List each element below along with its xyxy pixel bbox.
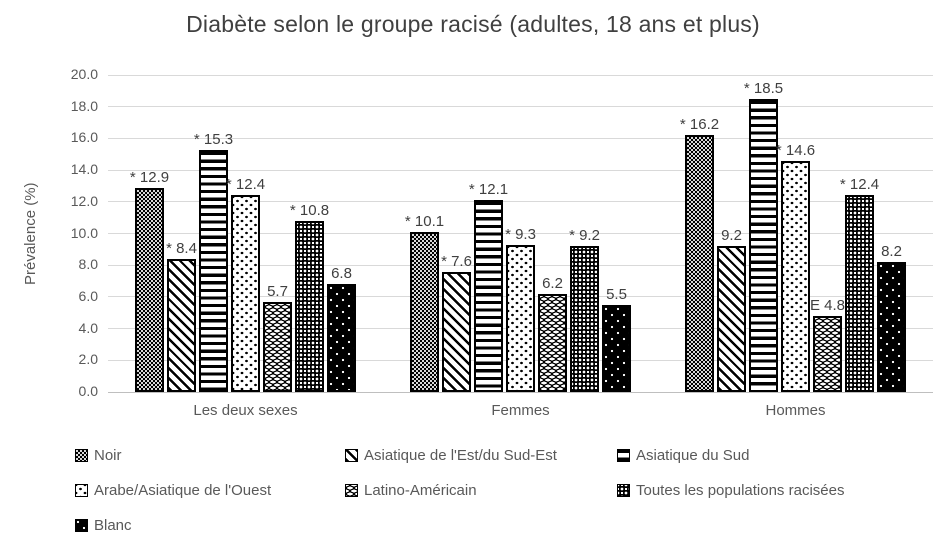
- bar-asiatique-de-l-est-du-sud-est-les-deux-sexes: * 8.4: [166, 240, 197, 392]
- bar-arabe-asiatique-de-l-ouest-les-deux-sexes: * 12.4: [226, 176, 265, 392]
- y-tick-label-18.0: 18.0: [70, 97, 98, 114]
- legend-item-arabe-asiatique-de-l-ouest: Arabe/Asiatique de l'Ouest: [75, 482, 345, 499]
- bar-noir-femmes: * 10.1: [405, 213, 444, 392]
- gridline: [108, 74, 933, 76]
- bar-value-label: * 8.4: [166, 239, 197, 257]
- bar-asiatique-de-l-est-du-sud-est-femmes: * 7.6: [441, 253, 472, 392]
- legend-label-asiatique-de-l-est-du-sud-est: Asiatique de l'Est/du Sud-Est: [364, 447, 557, 464]
- bar-value-label: * 9.3: [505, 225, 536, 243]
- legend-swatch-asiatique-du-sud: [617, 449, 630, 462]
- bar-blanc-hommes: 8.2: [877, 243, 906, 392]
- bar-blanc-femmes: 5.5: [602, 286, 631, 392]
- bar-value-label: * 14.6: [775, 141, 816, 159]
- bar-value-label: * 18.5: [743, 79, 784, 97]
- plot-area: * 12.9 * 8.4 * 15.3 * 12.4 5.7 * 10.8 6.8 * 10.…: [108, 74, 933, 393]
- y-tick-label-0.0: 0.0: [78, 383, 98, 399]
- legend-label-blanc: Blanc: [94, 517, 132, 534]
- legend-swatch-blanc: [75, 519, 88, 532]
- bar-latino-americain-hommes: E 4.8: [810, 297, 845, 392]
- x-category-label-hommes: Hommes: [765, 402, 826, 419]
- bar-arabe-asiatique-de-l-ouest-femmes: * 9.3: [505, 226, 536, 392]
- y-tick-label-6.0: 6.0: [78, 287, 98, 304]
- legend-swatch-asiatique-de-l-est-du-sud-est: [345, 449, 358, 462]
- legend-swatch-toutes-les-populations-racisees: [617, 484, 630, 497]
- y-tick-label-4.0: 4.0: [78, 319, 98, 336]
- bar-latino-americain-femmes: 6.2: [538, 275, 567, 392]
- bar-value-label: * 12.4: [225, 176, 266, 194]
- x-axis-category-labels: Les deux sexes Femmes Hommes: [108, 402, 933, 419]
- legend-label-arabe-asiatique-de-l-ouest: Arabe/Asiatique de l'Ouest: [94, 482, 272, 499]
- y-tick-label-2.0: 2.0: [78, 351, 98, 368]
- legend-item-asiatique-de-l-est-du-sud-est: Asiatique de l'Est/du Sud-Est: [345, 447, 617, 464]
- legend-label-latino-americain: Latino-Américain: [364, 482, 477, 499]
- bar-value-label: 8.2: [881, 243, 902, 261]
- bar-toutes-les-populations-racisees-hommes: * 12.4: [840, 176, 879, 392]
- bar-value-label: * 16.2: [679, 116, 720, 134]
- bar-value-label: 6.2: [542, 274, 563, 292]
- legend-swatch-latino-americain: [345, 484, 358, 497]
- x-category-label-femmes: Femmes: [491, 402, 550, 419]
- bar-toutes-les-populations-racisees-les-deux-sexes: * 10.8: [290, 202, 329, 392]
- y-tick-label-16.0: 16.0: [70, 129, 98, 146]
- bar-value-label: 5.7: [267, 282, 288, 300]
- gridline: [108, 169, 933, 171]
- bar-blanc-les-deux-sexes: 6.8: [327, 265, 356, 392]
- x-category-label-les-deux-sexes: Les deux sexes: [193, 402, 298, 419]
- legend-swatch-arabe-asiatique-de-l-ouest: [75, 484, 88, 497]
- cluster-hommes: * 16.2 9.2 * 18.5 * 14.6 E 4.8 * 12.4 8.2: [658, 75, 933, 392]
- bar-asiatique-du-sud-hommes: * 18.5: [744, 80, 783, 392]
- chart-title: Diabète selon le groupe racisé (adultes,…: [186, 11, 760, 37]
- bar-value-label: * 9.2: [569, 227, 600, 245]
- bar-noir-hommes: * 16.2: [680, 116, 719, 392]
- gridline: [108, 106, 933, 108]
- legend-item-blanc: Blanc: [75, 517, 345, 534]
- y-tick-label-12.0: 12.0: [70, 192, 98, 209]
- bar-asiatique-du-sud-femmes: * 12.1: [469, 181, 508, 392]
- y-tick-label-20.0: 20.0: [70, 66, 98, 82]
- gridline: [108, 137, 933, 139]
- bar-toutes-les-populations-racisees-femmes: * 9.2: [569, 227, 600, 392]
- bar-value-label: * 15.3: [193, 130, 234, 148]
- y-tick-label-10.0: 10.0: [70, 224, 98, 241]
- bar-value-label: 6.8: [331, 265, 352, 283]
- legend-item-latino-americain: Latino-Américain: [345, 482, 617, 499]
- bar-value-label: * 10.8: [289, 201, 330, 219]
- y-tick-label-14.0: 14.0: [70, 161, 98, 178]
- bar-value-label: * 12.9: [129, 168, 170, 186]
- legend-label-toutes-les-populations-racisees: Toutes les populations racisées: [636, 482, 845, 499]
- legend-item-asiatique-du-sud: Asiatique du Sud: [617, 447, 844, 464]
- bar-value-label: * 12.1: [468, 181, 509, 199]
- bar-value-label: E 4.8: [809, 296, 846, 314]
- bar-value-label: * 10.1: [404, 212, 445, 230]
- bar-asiatique-de-l-est-du-sud-est-hommes: 9.2: [717, 227, 746, 392]
- legend-swatch-noir: [75, 449, 88, 462]
- bar-latino-americain-les-deux-sexes: 5.7: [263, 283, 292, 392]
- legend-label-noir: Noir: [94, 447, 122, 464]
- bar-asiatique-du-sud-les-deux-sexes: * 15.3: [194, 131, 233, 392]
- gridline: [108, 233, 933, 234]
- bar-value-label: 9.2: [721, 227, 742, 245]
- cluster-femmes: * 10.1 * 7.6 * 12.1 * 9.3 6.2 * 9.2 5.5: [383, 75, 658, 392]
- bar-value-label: 5.5: [606, 285, 627, 303]
- gridline: [108, 201, 933, 203]
- bar-value-label: * 12.4: [839, 176, 880, 194]
- bar-arabe-asiatique-de-l-ouest-hommes: * 14.6: [776, 142, 815, 392]
- legend: Noir Asiatique de l'Est/du Sud-Est Asiatiq…: [75, 447, 844, 534]
- legend-label-asiatique-du-sud: Asiatique du Sud: [636, 447, 750, 464]
- bar-noir-les-deux-sexes: * 12.9: [130, 169, 169, 392]
- legend-item-toutes-les-populations-racisees: Toutes les populations racisées: [617, 482, 844, 499]
- y-tick-label-8.0: 8.0: [78, 256, 98, 273]
- cluster-les-deux-sexes: * 12.9 * 8.4 * 15.3 * 12.4 5.7 * 10.8 6.8: [108, 75, 383, 392]
- x-axis-line: [108, 391, 933, 393]
- bar-clusters: * 12.9 * 8.4 * 15.3 * 12.4 5.7 * 10.8 6.8 * 10.…: [108, 75, 933, 392]
- legend-item-noir: Noir: [75, 447, 345, 464]
- bar-value-label: * 7.6: [441, 252, 472, 270]
